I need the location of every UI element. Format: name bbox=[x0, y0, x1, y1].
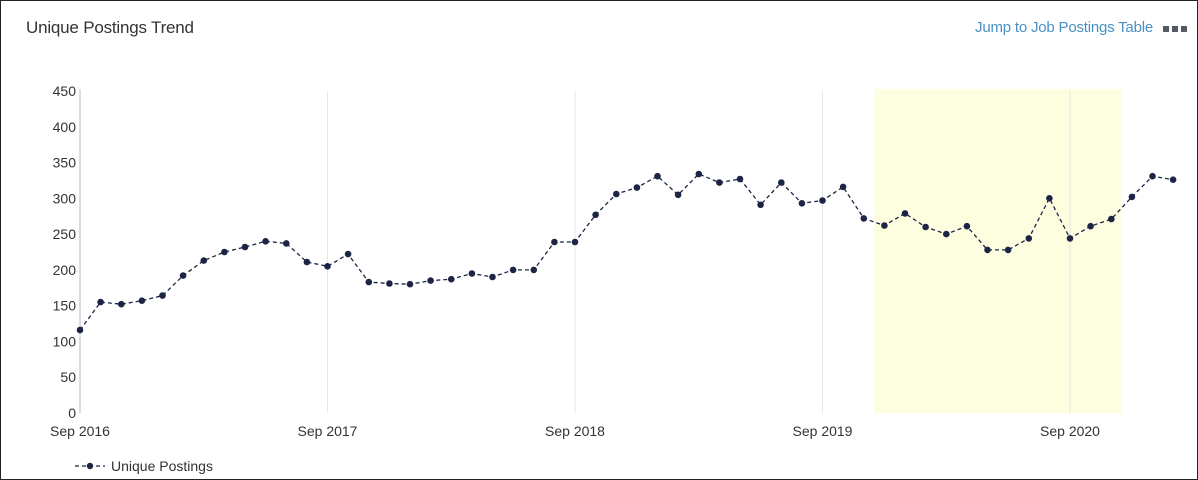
data-point bbox=[324, 263, 331, 270]
y-tick-label: 200 bbox=[53, 262, 77, 278]
data-point bbox=[654, 172, 661, 180]
data-point bbox=[1087, 222, 1094, 230]
chart-title: Unique Postings Trend bbox=[26, 18, 194, 37]
data-point bbox=[406, 280, 414, 288]
data-point bbox=[1025, 235, 1033, 242]
data-point bbox=[922, 223, 929, 231]
data-point bbox=[633, 184, 641, 191]
data-point bbox=[571, 238, 579, 246]
x-tick-label: Sep 2018 bbox=[545, 423, 605, 439]
legend[interactable]: Unique Postings bbox=[75, 458, 213, 474]
legend-label: Unique Postings bbox=[111, 458, 213, 474]
y-tick-label: 0 bbox=[68, 405, 76, 421]
data-point bbox=[386, 280, 393, 287]
data-point bbox=[943, 230, 950, 238]
y-tick-label: 400 bbox=[53, 119, 77, 135]
more-menu-icon[interactable] bbox=[1163, 26, 1187, 32]
data-point bbox=[509, 266, 517, 274]
data-point bbox=[716, 179, 723, 186]
data-point bbox=[695, 170, 703, 178]
data-point bbox=[757, 201, 764, 209]
data-point bbox=[262, 238, 269, 245]
data-point bbox=[241, 243, 249, 251]
data-point bbox=[530, 266, 538, 274]
jump-to-table-link[interactable]: Jump to Job Postings Table bbox=[975, 19, 1153, 36]
highlight-band bbox=[874, 89, 1122, 413]
series-line bbox=[79, 173, 1174, 331]
data-point bbox=[736, 175, 744, 183]
data-point bbox=[200, 257, 208, 264]
y-tick-label: 50 bbox=[60, 369, 76, 385]
data-point bbox=[283, 240, 290, 247]
y-tick-label: 450 bbox=[53, 83, 77, 99]
data-point bbox=[159, 292, 166, 299]
data-point bbox=[984, 246, 991, 254]
data-point bbox=[448, 275, 455, 283]
data-point bbox=[221, 248, 228, 256]
x-tick-label: Sep 2020 bbox=[1040, 423, 1100, 439]
menu-dot bbox=[1181, 26, 1187, 32]
data-point bbox=[1128, 193, 1136, 201]
data-point bbox=[901, 210, 909, 217]
data-point bbox=[881, 222, 888, 229]
y-tick-label: 100 bbox=[53, 333, 77, 349]
data-point bbox=[963, 222, 971, 230]
data-point bbox=[303, 258, 311, 266]
legend-marker bbox=[75, 462, 105, 470]
data-point bbox=[674, 191, 682, 199]
y-tick-label: 250 bbox=[53, 226, 77, 242]
data-point bbox=[489, 273, 496, 281]
data-point bbox=[1004, 246, 1012, 254]
x-tick-label: Sep 2016 bbox=[50, 423, 110, 439]
data-point bbox=[76, 326, 84, 334]
data-point bbox=[839, 183, 847, 191]
data-point bbox=[344, 250, 352, 258]
data-point bbox=[592, 211, 599, 219]
data-point bbox=[468, 270, 476, 277]
y-tick-label: 300 bbox=[53, 190, 77, 206]
data-point bbox=[118, 300, 125, 308]
x-tick-label: Sep 2019 bbox=[793, 423, 853, 439]
data-point bbox=[1066, 235, 1074, 242]
data-point bbox=[365, 278, 373, 286]
y-tick-label: 150 bbox=[53, 298, 77, 314]
data-point bbox=[613, 190, 620, 198]
data-point bbox=[819, 197, 826, 204]
data-point bbox=[97, 298, 104, 306]
data-point bbox=[798, 200, 806, 207]
x-tick-label: Sep 2017 bbox=[298, 423, 358, 439]
data-point bbox=[427, 277, 434, 284]
data-point bbox=[1108, 215, 1115, 223]
data-point bbox=[1046, 195, 1053, 202]
data-point bbox=[1149, 172, 1156, 180]
data-point bbox=[551, 238, 558, 246]
y-tick-label: 350 bbox=[53, 155, 77, 171]
menu-dot bbox=[1172, 26, 1178, 32]
data-point bbox=[138, 297, 146, 305]
menu-dot bbox=[1163, 26, 1169, 32]
data-point bbox=[179, 272, 187, 279]
data-point bbox=[778, 179, 785, 186]
data-point bbox=[860, 215, 868, 222]
data-point bbox=[1169, 176, 1177, 183]
